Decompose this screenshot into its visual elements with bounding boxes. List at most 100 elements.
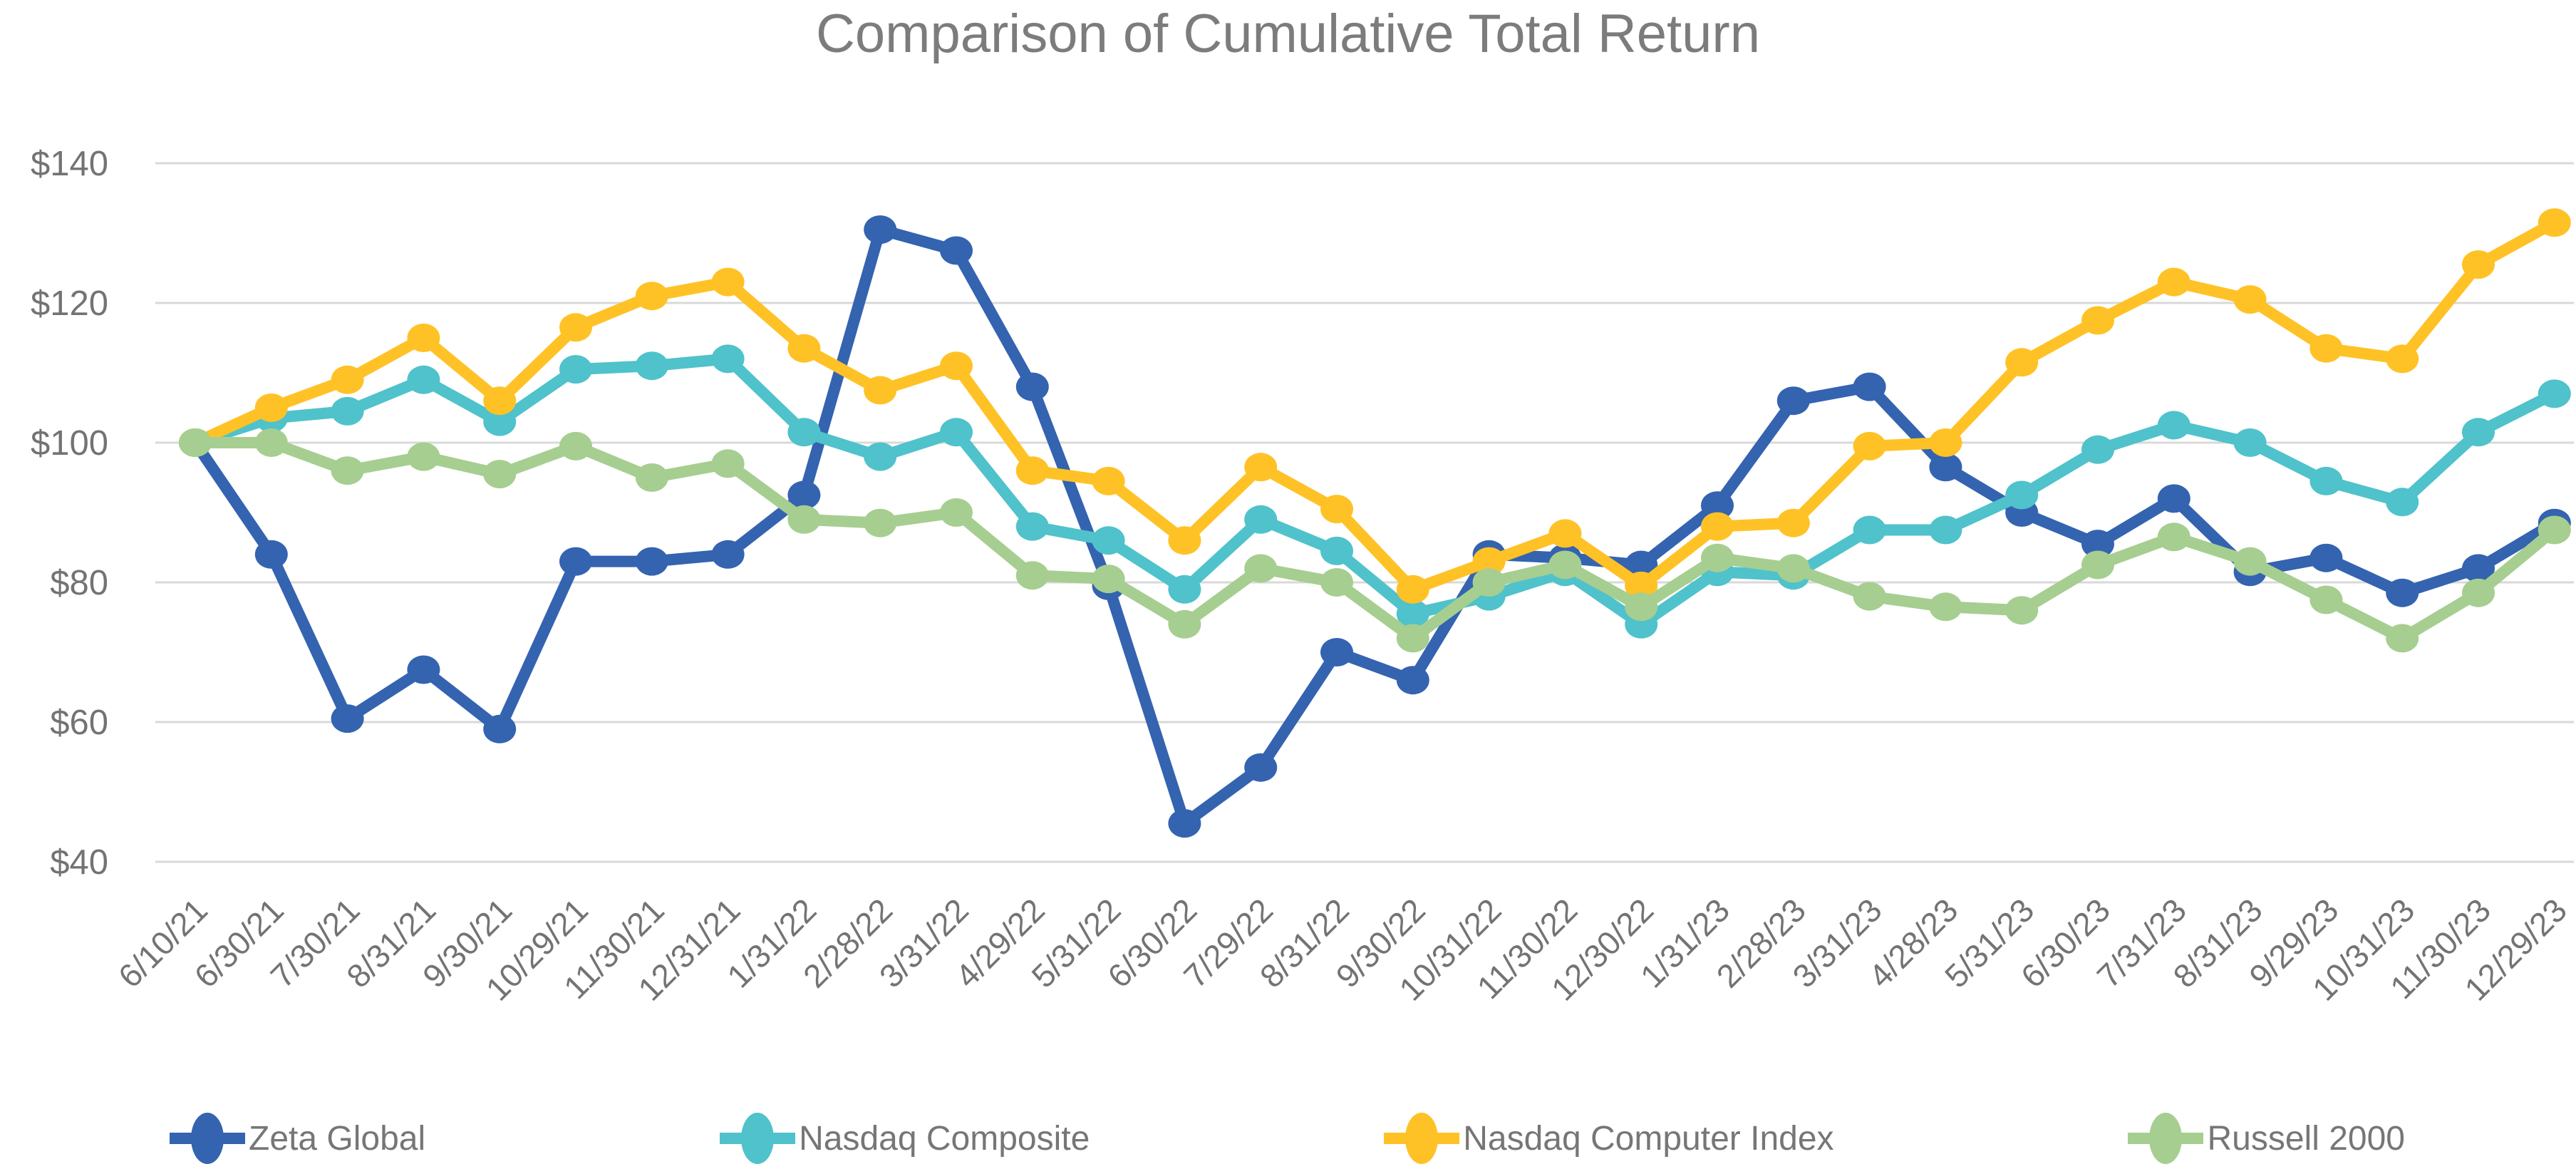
- data-point-nasdaq-composite: [1396, 599, 1429, 629]
- series-line-nasdaq-composite: [190, 353, 2560, 630]
- data-point-nasdaq-composite: [864, 442, 897, 471]
- line-marker-icon: [1384, 1113, 1460, 1164]
- data-point-zeta-global: [407, 655, 440, 684]
- data-point-zeta-global: [1244, 753, 1278, 782]
- data-point-russell-2000: [1092, 565, 1125, 594]
- data-point-zeta-global: [864, 215, 897, 244]
- data-point-zeta-global: [483, 714, 517, 743]
- legend-item-nasdaq-composite: Nasdaq Composite: [718, 1108, 1090, 1168]
- data-point-zeta-global: [1625, 550, 1658, 580]
- data-point-russell-2000: [2538, 515, 2571, 545]
- data-point-zeta-global: [1320, 638, 1353, 666]
- data-point-russell-2000: [1548, 550, 1582, 580]
- data-point-russell-2000: [331, 456, 364, 485]
- data-point-nasdaq-composite: [2157, 411, 2190, 440]
- data-point-russell-2000: [407, 442, 440, 471]
- data-point-russell-2000: [1472, 568, 1506, 597]
- data-point-nasdaq-composite: [2386, 488, 2419, 517]
- data-point-russell-2000: [940, 498, 973, 527]
- data-point-zeta-global: [1776, 386, 1810, 416]
- data-point-zeta-global: [1396, 666, 1429, 695]
- data-point-zeta-global: [1168, 809, 1201, 838]
- y-axis-tick-label: $120: [31, 284, 108, 323]
- data-point-nasdaq-computer-index: [2005, 348, 2039, 377]
- data-point-nasdaq-computer-index: [787, 334, 821, 363]
- data-point-nasdaq-composite: [2309, 466, 2343, 495]
- data-point-nasdaq-computer-index: [407, 324, 440, 352]
- data-point-russell-2000: [864, 508, 897, 537]
- data-point-nasdaq-composite: [2081, 435, 2114, 464]
- data-point-nasdaq-computer-index: [2081, 306, 2114, 335]
- line-marker-icon: [2128, 1113, 2204, 1164]
- series-line-zeta-global: [190, 224, 2560, 830]
- data-point-nasdaq-computer-index: [2309, 334, 2343, 363]
- data-point-nasdaq-computer-index: [1548, 519, 1582, 548]
- data-point-nasdaq-computer-index: [940, 351, 973, 381]
- data-point-zeta-global: [2386, 578, 2419, 607]
- data-point-nasdaq-computer-index: [1701, 512, 1734, 541]
- data-point-nasdaq-computer-index: [1320, 495, 1353, 524]
- data-point-zeta-global: [635, 547, 668, 576]
- data-point-russell-2000: [1320, 568, 1353, 597]
- data-point-nasdaq-computer-index: [711, 267, 745, 297]
- data-point-nasdaq-computer-index: [559, 313, 592, 342]
- line-marker-icon: [170, 1113, 245, 1164]
- data-point-nasdaq-computer-index: [1092, 466, 1125, 495]
- data-point-nasdaq-composite: [2005, 480, 2039, 510]
- data-point-nasdaq-computer-index: [1244, 453, 1278, 482]
- data-point-nasdaq-computer-index: [2157, 267, 2190, 297]
- data-point-russell-2000: [1396, 624, 1429, 653]
- data-point-russell-2000: [1015, 561, 1049, 590]
- data-point-russell-2000: [2157, 522, 2190, 552]
- data-point-nasdaq-composite: [1092, 526, 1125, 555]
- legend-item-zeta-global: Zeta Global: [167, 1108, 425, 1168]
- data-point-nasdaq-computer-index: [1396, 575, 1429, 604]
- data-point-nasdaq-computer-index: [1625, 571, 1658, 600]
- data-point-zeta-global: [331, 704, 364, 733]
- data-point-nasdaq-composite: [2538, 379, 2571, 408]
- y-axis-tick-label: $40: [50, 843, 108, 882]
- legend-label: Nasdaq Computer Index: [1463, 1119, 1834, 1158]
- data-point-nasdaq-composite: [1929, 515, 1962, 545]
- data-point-zeta-global: [559, 547, 592, 576]
- data-point-nasdaq-computer-index: [1015, 456, 1049, 485]
- data-point-zeta-global: [1853, 372, 1886, 401]
- data-point-nasdaq-computer-index: [2233, 285, 2267, 314]
- data-point-russell-2000: [1776, 554, 1810, 583]
- data-point-russell-2000: [179, 428, 212, 457]
- data-point-zeta-global: [1929, 453, 1962, 482]
- data-point-zeta-global: [711, 540, 745, 569]
- data-point-russell-2000: [559, 431, 592, 460]
- data-point-nasdaq-composite: [2462, 418, 2495, 447]
- data-point-nasdaq-computer-index: [2462, 250, 2495, 279]
- data-point-russell-2000: [1244, 554, 1278, 583]
- data-point-nasdaq-computer-index: [864, 376, 897, 405]
- data-point-russell-2000: [1625, 592, 1658, 622]
- data-point-russell-2000: [1853, 582, 1886, 611]
- y-axis-tick-label: $100: [31, 424, 108, 463]
- data-point-nasdaq-computer-index: [1472, 547, 1506, 576]
- y-axis-tick-label: $140: [31, 145, 108, 183]
- data-point-nasdaq-computer-index: [1929, 428, 1962, 457]
- legend-item-nasdaq-computer-index: Nasdaq Computer Index: [1382, 1108, 1834, 1168]
- data-point-nasdaq-composite: [483, 407, 517, 436]
- data-point-zeta-global: [940, 236, 973, 265]
- y-axis-tick-label: $80: [50, 564, 108, 602]
- data-point-nasdaq-composite: [407, 365, 440, 394]
- data-point-nasdaq-computer-index: [1168, 526, 1201, 555]
- data-point-russell-2000: [2081, 550, 2114, 580]
- data-point-nasdaq-composite: [635, 351, 668, 381]
- data-point-russell-2000: [2309, 585, 2343, 614]
- data-point-russell-2000: [2386, 624, 2419, 653]
- data-point-russell-2000: [2233, 547, 2267, 576]
- data-point-zeta-global: [2081, 530, 2114, 559]
- data-point-nasdaq-composite: [1015, 512, 1049, 541]
- data-point-nasdaq-computer-index: [1776, 508, 1810, 537]
- legend-label: Nasdaq Composite: [799, 1119, 1090, 1158]
- data-point-zeta-global: [2309, 543, 2343, 572]
- data-point-nasdaq-composite: [2233, 428, 2267, 457]
- data-point-russell-2000: [1701, 543, 1734, 572]
- data-point-zeta-global: [2462, 554, 2495, 583]
- data-point-russell-2000: [1929, 592, 1962, 622]
